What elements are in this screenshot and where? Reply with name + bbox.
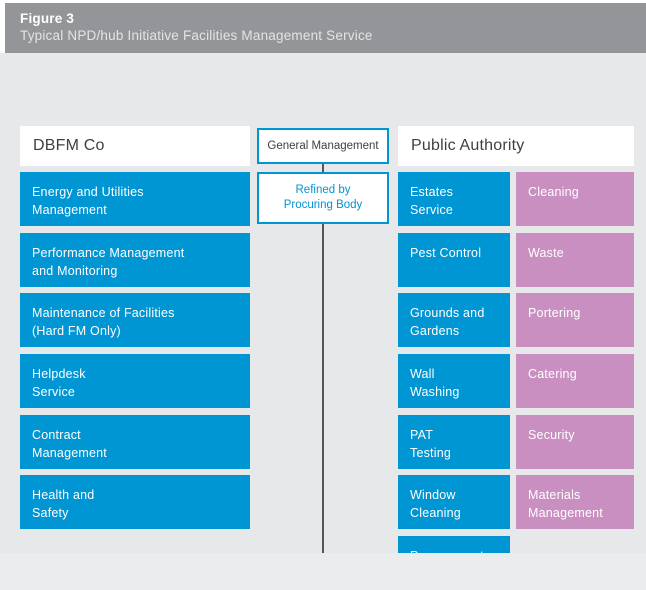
diagram-canvas: DBFM Co Energy and Utilities Management … xyxy=(0,53,646,590)
figure-header-bar: Figure 3 Typical NPD/hub Initiative Faci… xyxy=(5,3,646,53)
pa-soft-service-box: Cleaning xyxy=(516,172,634,226)
figure-title: Typical NPD/hub Initiative Facilities Ma… xyxy=(20,28,373,43)
pa-retained-service-box: Estates Service xyxy=(398,172,510,226)
figure-label: Figure 3 xyxy=(20,11,75,26)
pa-retained-service-box: Pest Control xyxy=(398,233,510,287)
public-authority-header: Public Authority xyxy=(398,126,634,166)
dbfm-service-box: Maintenance of Facilities (Hard FM Only) xyxy=(20,293,250,347)
pa-soft-service-box: Portering xyxy=(516,293,634,347)
pa-soft-service-box: Security xyxy=(516,415,634,469)
pa-soft-service-box: Catering xyxy=(516,354,634,408)
connector-line-short xyxy=(322,164,324,172)
dbfm-service-box: Contract Management xyxy=(20,415,250,469)
dbfm-service-box: Health and Safety xyxy=(20,475,250,529)
connector-line-long xyxy=(322,224,324,588)
general-management-box: General Management xyxy=(257,128,389,164)
refined-by-procuring-body-box: Refined by Procuring Body xyxy=(257,172,389,224)
pa-retained-service-box: Grounds and Gardens xyxy=(398,293,510,347)
dbfm-service-box: Helpdesk Service xyxy=(20,354,250,408)
footer-strip xyxy=(0,553,646,590)
dbfm-service-box: Performance Management and Monitoring xyxy=(20,233,250,287)
dbfm-service-box: Energy and Utilities Management xyxy=(20,172,250,226)
pa-retained-service-box: PAT Testing xyxy=(398,415,510,469)
pa-retained-service-box: Wall Washing xyxy=(398,354,510,408)
pa-retained-service-box: Window Cleaning xyxy=(398,475,510,529)
pa-soft-service-box: Waste xyxy=(516,233,634,287)
pa-soft-service-box: Materials Management xyxy=(516,475,634,529)
dbfm-co-header: DBFM Co xyxy=(20,126,250,166)
